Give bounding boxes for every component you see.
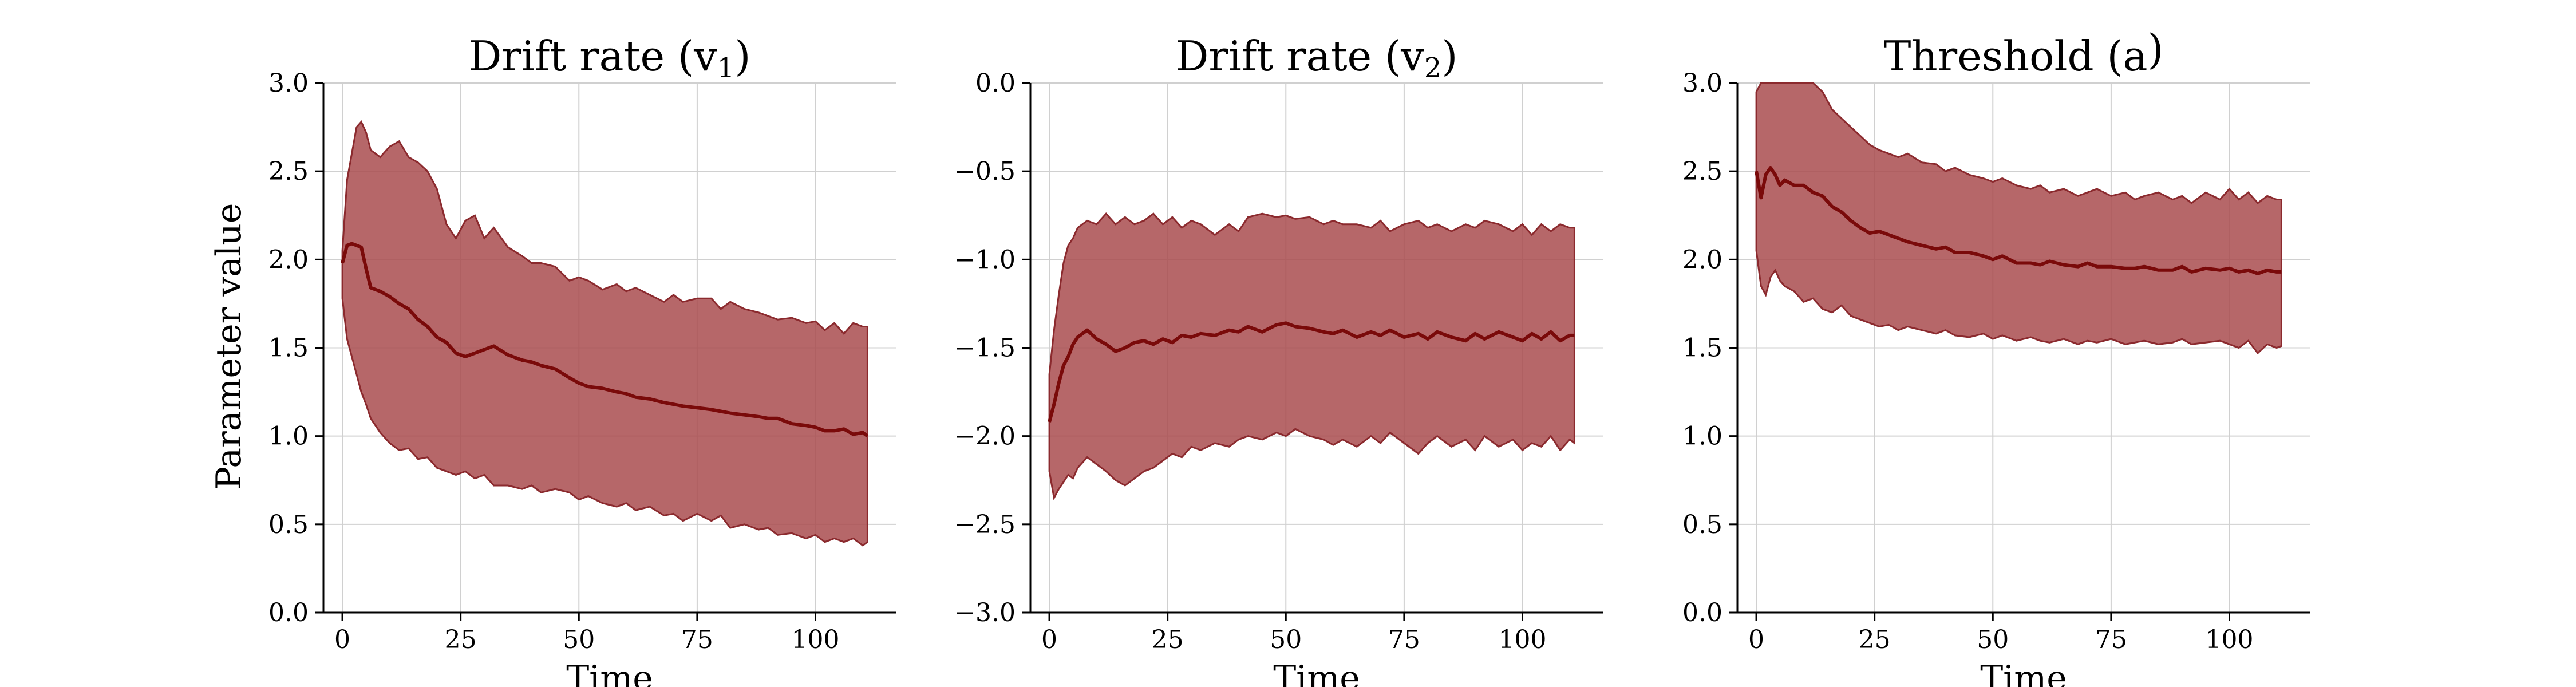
x-tick-label: 100 (2206, 625, 2254, 654)
mean-line (341, 242, 869, 438)
y-tick-label: 0.5 (268, 510, 309, 539)
y-tick-label: 2.5 (268, 157, 309, 186)
y-ticks: 0.0 0.5 1.0 1.5 2.0 2.5 3.0 (1682, 69, 1737, 627)
x-tick-label: 100 (1499, 625, 1547, 654)
x-tick-label: 0 (334, 625, 350, 654)
panel-drift-rate-v1: 0 25 50 75 100 0.0 0.5 1.0 1.5 2.0 2.5 3.0 Drift r… (268, 32, 896, 687)
x-axis-label: Time (1980, 658, 2067, 687)
x-tick-label: 75 (1388, 625, 1420, 654)
mean-line (1755, 166, 2282, 275)
y-tick-label: 0.5 (1682, 510, 1722, 539)
y-tick-label: −1.5 (954, 334, 1016, 363)
credible-band (1048, 212, 1575, 501)
y-tick-label: 1.5 (268, 334, 309, 363)
x-axis-label: Time (566, 658, 653, 687)
x-tick-label: 25 (1152, 625, 1184, 654)
x-tick-label: 75 (2095, 625, 2127, 654)
panel-threshold-a: 0 25 50 75 100 0.0 0.5 1.0 1.5 2.0 2.5 3.0 Thresho… (1682, 25, 2310, 687)
y-tick-label: −1.0 (954, 245, 1016, 274)
x-ticks: 0 25 50 75 100 (334, 613, 839, 654)
x-tick-label: 0 (1748, 625, 1764, 654)
y-tick-label: 0.0 (1682, 598, 1722, 627)
y-tick-label: 3.0 (268, 69, 309, 98)
x-tick-label: 50 (1977, 625, 2009, 654)
y-axis-label: Parameter value (209, 203, 249, 490)
y-tick-label: −0.5 (954, 157, 1016, 186)
x-axis-label: Time (1273, 658, 1360, 687)
y-tick-label: −2.0 (954, 422, 1016, 451)
panel-drift-rate-v2: 0 25 50 75 100 0.0 −0.5 −1.0 −1.5 −2.0 −2.5 −3.0 D… (954, 32, 1603, 687)
x-ticks: 0 25 50 75 100 (1748, 613, 2253, 654)
y-tick-label: 1.5 (1682, 334, 1722, 363)
credible-band (1755, 82, 2282, 355)
y-tick-label: 2.0 (268, 245, 309, 274)
y-tick-label: 1.0 (1682, 422, 1722, 451)
y-tick-label: 1.0 (268, 422, 309, 451)
y-ticks: 0.0 −0.5 −1.0 −1.5 −2.0 −2.5 −3.0 (954, 69, 1030, 627)
y-tick-label: 0.0 (268, 598, 309, 627)
y-tick-label: −3.0 (954, 598, 1016, 627)
credible-band (341, 120, 868, 547)
panel-title: Drift rate (v1) (469, 32, 751, 84)
x-tick-label: 75 (681, 625, 713, 654)
y-tick-label: 3.0 (1682, 69, 1722, 98)
x-tick-label: 25 (1859, 625, 1891, 654)
x-tick-label: 50 (563, 625, 595, 654)
panel-title: Drift rate (v2) (1176, 32, 1458, 84)
y-tick-label: 0.0 (975, 69, 1016, 98)
x-ticks: 0 25 50 75 100 (1041, 613, 1546, 654)
x-tick-label: 0 (1041, 625, 1057, 654)
mean-line (1048, 321, 1575, 423)
y-tick-label: −2.5 (954, 510, 1016, 539)
x-tick-label: 50 (1270, 625, 1302, 654)
y-ticks: 0.0 0.5 1.0 1.5 2.0 2.5 3.0 (268, 69, 323, 627)
panel-title: Threshold (a) (1883, 25, 2163, 80)
x-tick-label: 25 (445, 625, 477, 654)
x-tick-label: 100 (792, 625, 840, 654)
y-tick-label: 2.0 (1682, 245, 1722, 274)
y-tick-label: 2.5 (1682, 157, 1722, 186)
